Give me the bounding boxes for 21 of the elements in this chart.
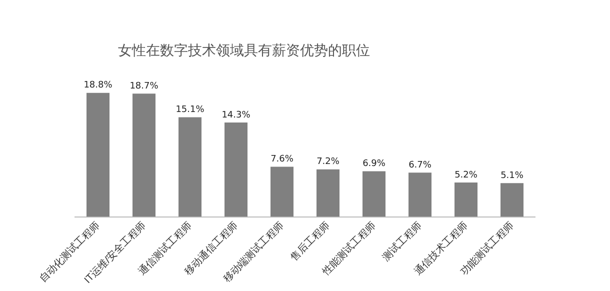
data-label: 6.7% xyxy=(408,160,432,170)
bar xyxy=(224,122,248,217)
bar xyxy=(132,94,156,217)
data-label: 18.8% xyxy=(84,80,113,91)
data-label: 14.3% xyxy=(222,110,251,120)
bar xyxy=(178,117,202,217)
bar xyxy=(362,171,386,217)
data-label: 7.2% xyxy=(316,157,340,168)
bar xyxy=(454,182,478,217)
data-label: 5.1% xyxy=(500,171,524,182)
chart-title: 女性在数字技术领域具有薪资优势的职位 xyxy=(118,42,370,60)
bar xyxy=(270,166,294,217)
data-label: 15.1% xyxy=(176,105,205,116)
bar xyxy=(408,172,432,217)
data-label: 7.6% xyxy=(270,154,294,165)
bar xyxy=(86,92,110,217)
bar xyxy=(316,169,340,217)
data-label: 6.9% xyxy=(362,159,386,170)
data-label: 5.2% xyxy=(454,170,478,180)
data-label: 18.7% xyxy=(130,81,159,92)
bar xyxy=(500,183,524,217)
